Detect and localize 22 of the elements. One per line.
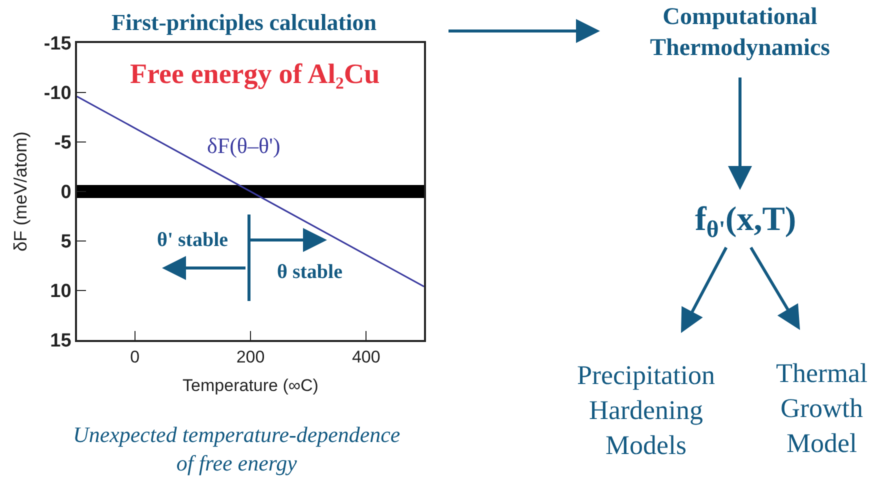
text: Precipitation Hardening Models bbox=[577, 360, 716, 460]
y-tick-label: 0 bbox=[60, 182, 72, 204]
x-tick-label: 400 bbox=[352, 347, 380, 366]
x-tick-label: 200 bbox=[236, 347, 265, 366]
text: f$_{θ'}$(x,T) bbox=[695, 201, 796, 244]
annotation: θ stable bbox=[277, 261, 343, 283]
y-tick-label: 15 bbox=[50, 330, 72, 352]
annotation: θ' stable bbox=[157, 229, 228, 251]
x-tick-label: 0 bbox=[130, 347, 140, 366]
text: Computational Thermodynamics bbox=[650, 4, 830, 62]
text: Free energy of Al₂Cu bbox=[130, 59, 380, 90]
y-tick-label: -15 bbox=[44, 34, 72, 55]
y-tick-label: -10 bbox=[44, 83, 72, 104]
text: Unexpected temperature-dependence of free energy bbox=[73, 422, 400, 476]
y-axis-title: δF (meV/atom) bbox=[10, 131, 31, 252]
x-axis-title: Temperature (∞C) bbox=[182, 376, 318, 396]
text: Thermal Growth Model bbox=[776, 358, 868, 458]
y-tick-label: 10 bbox=[50, 281, 72, 302]
series-label: δF(θ–θ') bbox=[207, 133, 280, 158]
chart-title: First-principles calculation bbox=[111, 10, 377, 36]
y-tick-label: -5 bbox=[54, 132, 72, 154]
y-tick-label: 5 bbox=[60, 232, 72, 253]
